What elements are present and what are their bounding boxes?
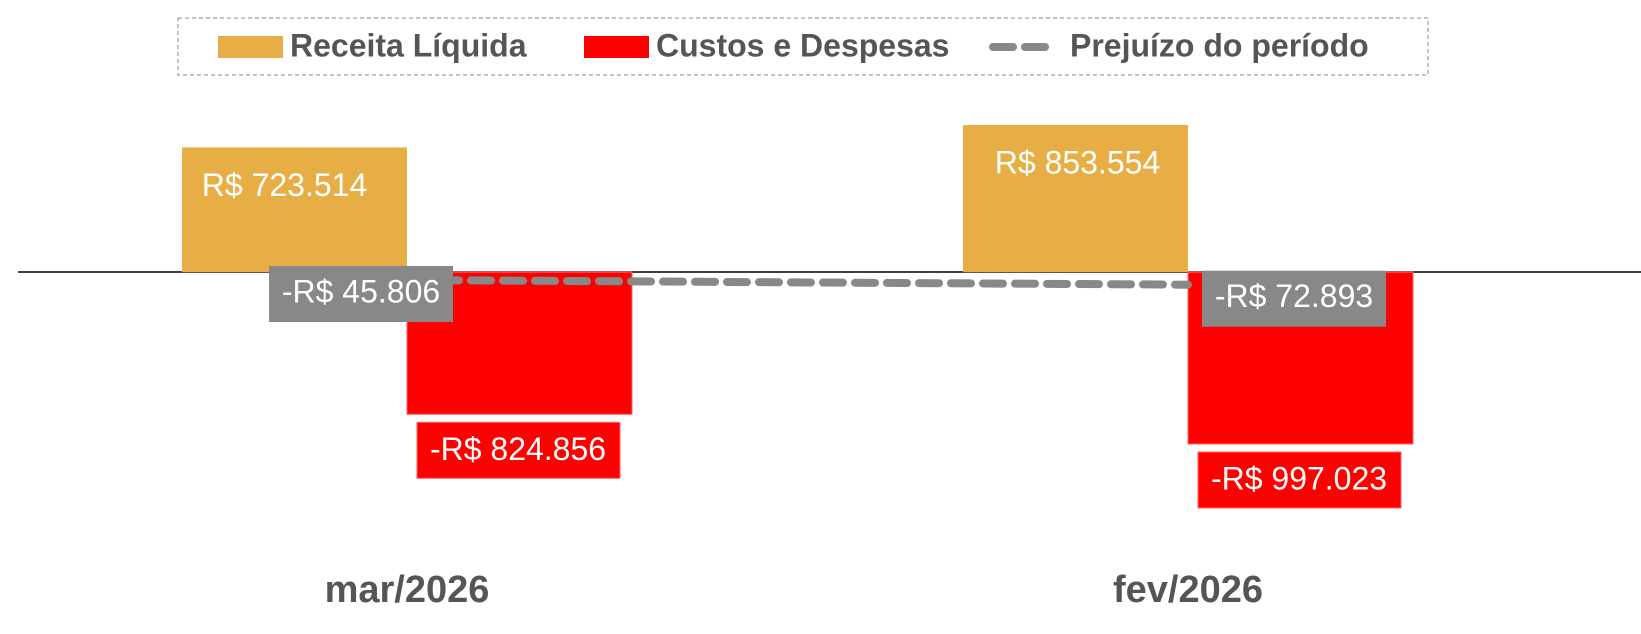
value-label: -R$ 997.023 bbox=[1211, 460, 1387, 496]
x-tick-label: fev/2026 bbox=[1113, 569, 1263, 611]
loss-line bbox=[403, 276, 1192, 289]
legend-box bbox=[177, 17, 1429, 76]
legend-swatch bbox=[218, 36, 283, 58]
value-label: R$ 723.514 bbox=[202, 167, 367, 203]
legend-swatch bbox=[584, 36, 649, 58]
value-label-box bbox=[416, 421, 621, 479]
bar bbox=[182, 147, 407, 273]
value-label-box bbox=[1197, 451, 1402, 509]
value-label: -R$ 45.806 bbox=[282, 273, 440, 309]
legend-label: Custos e Despesas bbox=[656, 27, 949, 63]
value-label-box bbox=[1202, 270, 1386, 327]
x-tick-label: mar/2026 bbox=[325, 569, 490, 611]
legend-label: Receita Líquida bbox=[290, 27, 527, 63]
value-label: R$ 853.554 bbox=[995, 144, 1160, 180]
value-label: -R$ 824.856 bbox=[430, 431, 606, 467]
bar bbox=[963, 125, 1188, 273]
legend-label: Prejuízo do período bbox=[1070, 27, 1369, 63]
value-label-box bbox=[269, 266, 453, 323]
value-label: -R$ 72.893 bbox=[1215, 278, 1373, 314]
